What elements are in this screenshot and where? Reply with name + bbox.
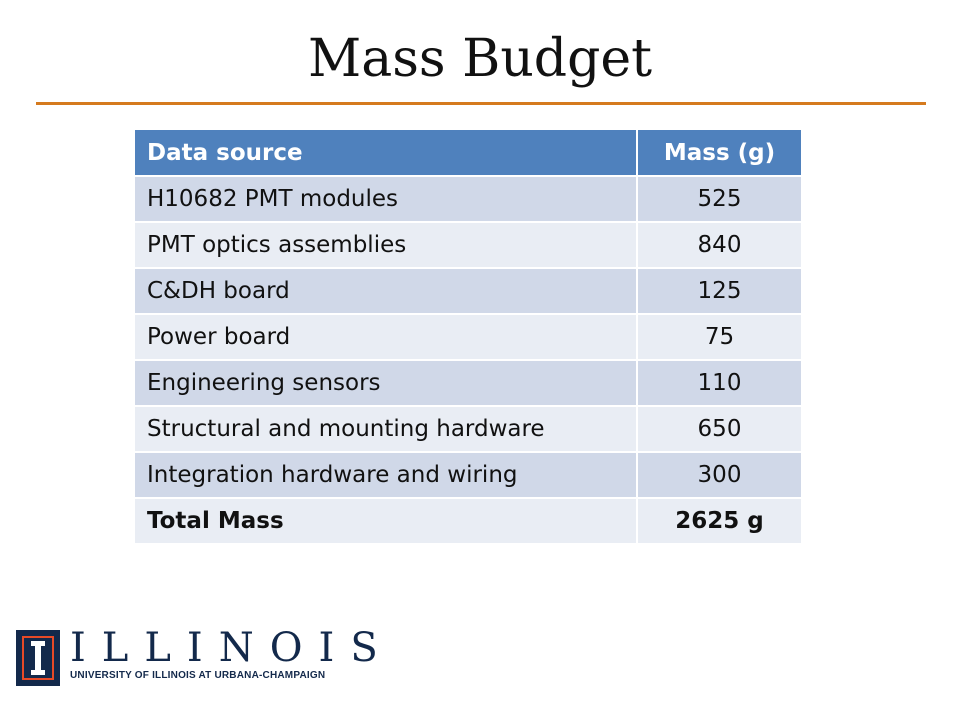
header-data-source: Data source — [135, 130, 638, 177]
row-source: Structural and mounting hardware — [135, 406, 638, 453]
row-mass: 75 — [637, 314, 801, 361]
slide-title: Mass Budget — [307, 29, 653, 89]
logo-wordmark: ILLINOIS — [70, 625, 394, 671]
table-row: H10682 PMT modules 525 — [135, 176, 801, 223]
mass-budget-table: Data source Mass (g) H10682 PMT modules … — [135, 130, 801, 545]
row-mass: 110 — [637, 360, 801, 407]
table-row: Power board 75 — [135, 314, 801, 361]
row-mass: 840 — [637, 222, 801, 269]
row-mass: 300 — [637, 452, 801, 499]
table-header-row: Data source Mass (g) — [135, 130, 801, 177]
table-row: Integration hardware and wiring 300 — [135, 452, 801, 499]
row-source: H10682 PMT modules — [135, 176, 638, 223]
row-source: Engineering sensors — [135, 360, 638, 407]
total-mass: 2625 g — [637, 497, 801, 545]
title-divider — [36, 102, 926, 105]
logo-subtitle: UNIVERSITY OF ILLINOIS AT URBANA-CHAMPAI… — [70, 670, 326, 681]
row-source: C&DH board — [135, 268, 638, 315]
table-total-row: Total Mass 2625 g — [135, 497, 801, 545]
illinois-logo: ILLINOIS UNIVERSITY OF ILLINOIS AT URBAN… — [16, 628, 378, 688]
row-mass: 525 — [637, 176, 801, 223]
table-row: Engineering sensors 110 — [135, 360, 801, 407]
row-mass: 125 — [637, 268, 801, 315]
row-mass: 650 — [637, 406, 801, 453]
table-row: C&DH board 125 — [135, 268, 801, 315]
row-source: PMT optics assemblies — [135, 222, 638, 269]
block-i-icon — [16, 630, 60, 686]
table-row: PMT optics assemblies 840 — [135, 222, 801, 269]
row-source: Integration hardware and wiring — [135, 452, 638, 499]
row-source: Power board — [135, 314, 638, 361]
header-mass: Mass (g) — [637, 130, 801, 177]
total-label: Total Mass — [135, 497, 638, 545]
table-row: Structural and mounting hardware 650 — [135, 406, 801, 453]
